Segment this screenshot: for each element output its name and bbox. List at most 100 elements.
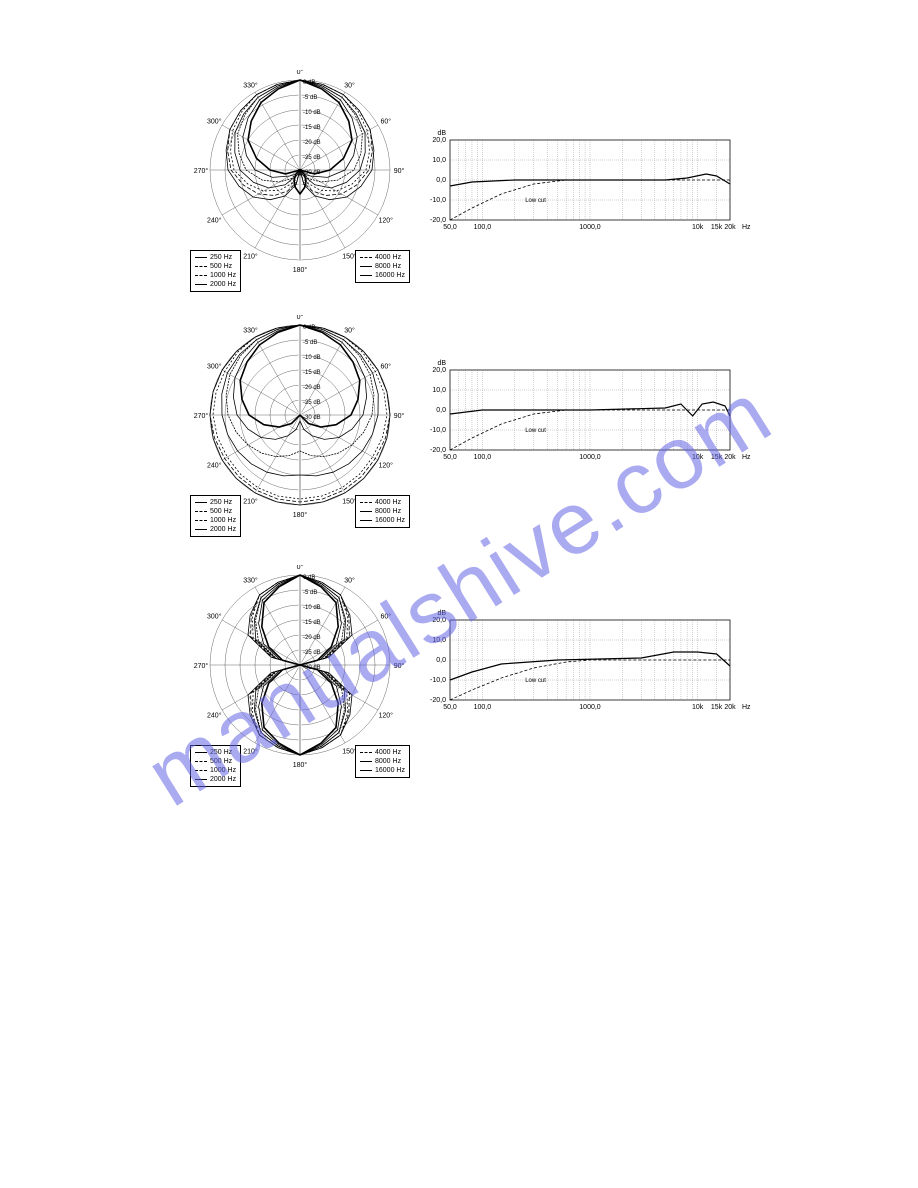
svg-text:100,0: 100,0 [474,454,492,461]
svg-text:Hz: Hz [742,704,751,711]
legend-left: 250 Hz500 Hz1000 Hz2000 Hz [190,250,241,292]
chart-svg: 0°30°60°90°120°150°180°210°240°270°300°3… [0,565,918,795]
svg-text:20,0: 20,0 [432,617,446,624]
legend-left: 250 Hz500 Hz1000 Hz2000 Hz [190,495,241,537]
svg-text:240°: 240° [207,217,222,225]
svg-text:60°: 60° [380,613,391,621]
legend-left: 250 Hz500 Hz1000 Hz2000 Hz [190,745,241,787]
svg-text:100,0: 100,0 [474,704,492,711]
svg-text:60°: 60° [380,118,391,126]
svg-text:210°: 210° [243,498,258,506]
svg-text:-10,0: -10,0 [430,677,446,684]
svg-text:15k: 15k [711,224,723,231]
svg-text:-20 dB: -20 dB [303,385,321,391]
svg-text:15k: 15k [711,454,723,461]
legend-right: 4000 Hz8000 Hz16000 Hz [355,250,410,283]
svg-text:50,0: 50,0 [443,454,457,461]
svg-text:50,0: 50,0 [443,704,457,711]
svg-text:10,0: 10,0 [432,387,446,394]
chart-svg: 0°30°60°90°120°150°180°210°240°270°300°3… [0,70,918,300]
svg-text:210°: 210° [243,253,258,261]
section-s3: 0°30°60°90°120°150°180°210°240°270°300°3… [0,565,918,795]
svg-text:20k: 20k [724,454,736,461]
page: { "watermark": "manualshive.com", "secti… [0,0,918,1188]
section-s2: 0°30°60°90°120°150°180°210°240°270°300°3… [0,315,918,545]
svg-text:15k: 15k [711,704,723,711]
svg-text:Hz: Hz [742,224,751,231]
svg-text:1000,0: 1000,0 [579,704,601,711]
svg-text:210°: 210° [243,748,258,756]
svg-text:10k: 10k [692,224,704,231]
svg-text:0°: 0° [297,315,304,321]
svg-text:-10 dB: -10 dB [303,355,321,361]
svg-text:0,0: 0,0 [436,407,446,414]
svg-text:10k: 10k [692,704,704,711]
svg-text:-20 dB: -20 dB [303,635,321,641]
svg-text:300°: 300° [207,613,222,621]
svg-text:dB: dB [437,360,446,367]
svg-text:0,0: 0,0 [436,657,446,664]
svg-text:330°: 330° [243,81,258,89]
svg-text:30°: 30° [344,576,355,584]
svg-text:20k: 20k [724,224,736,231]
svg-text:10,0: 10,0 [432,157,446,164]
svg-text:270°: 270° [194,662,209,670]
svg-text:-10 dB: -10 dB [303,605,321,611]
svg-text:Low cut: Low cut [525,198,546,204]
svg-text:180°: 180° [293,761,308,769]
svg-text:300°: 300° [207,118,222,126]
svg-text:-20,0: -20,0 [430,697,446,704]
svg-text:-15 dB: -15 dB [303,620,321,626]
svg-text:50,0: 50,0 [443,224,457,231]
svg-text:-10,0: -10,0 [430,427,446,434]
svg-text:270°: 270° [194,412,209,420]
svg-text:-5 dB: -5 dB [303,95,317,101]
svg-text:0,0: 0,0 [436,177,446,184]
svg-text:100,0: 100,0 [474,224,492,231]
svg-text:90°: 90° [394,167,405,175]
svg-text:120°: 120° [378,462,393,470]
svg-text:20,0: 20,0 [432,367,446,374]
svg-text:-10,0: -10,0 [430,197,446,204]
svg-text:10,0: 10,0 [432,637,446,644]
svg-text:240°: 240° [207,712,222,720]
svg-text:-10 dB: -10 dB [303,110,321,116]
svg-text:Low cut: Low cut [525,678,546,684]
legend-right: 4000 Hz8000 Hz16000 Hz [355,495,410,528]
svg-text:0°: 0° [297,70,304,76]
svg-text:20k: 20k [724,704,736,711]
svg-text:-5 dB: -5 dB [303,340,317,346]
svg-text:120°: 120° [378,712,393,720]
svg-text:300°: 300° [207,363,222,371]
svg-text:0°: 0° [297,565,304,571]
svg-text:90°: 90° [394,662,405,670]
svg-text:-25 dB: -25 dB [303,650,321,656]
svg-text:dB: dB [437,130,446,137]
legend-right: 4000 Hz8000 Hz16000 Hz [355,745,410,778]
svg-text:180°: 180° [293,266,308,274]
svg-text:1000,0: 1000,0 [579,224,601,231]
svg-text:120°: 120° [378,217,393,225]
svg-text:dB: dB [437,610,446,617]
svg-text:240°: 240° [207,462,222,470]
svg-text:30°: 30° [344,326,355,334]
svg-text:-20,0: -20,0 [430,217,446,224]
svg-text:-20 dB: -20 dB [303,140,321,146]
svg-text:Hz: Hz [742,454,751,461]
svg-text:Low cut: Low cut [525,428,546,434]
svg-text:90°: 90° [394,412,405,420]
svg-text:30°: 30° [344,81,355,89]
svg-text:180°: 180° [293,511,308,519]
svg-text:330°: 330° [243,576,258,584]
svg-text:330°: 330° [243,326,258,334]
svg-text:-25 dB: -25 dB [303,400,321,406]
svg-text:1000,0: 1000,0 [579,454,601,461]
svg-text:-15 dB: -15 dB [303,370,321,376]
svg-text:-25 dB: -25 dB [303,155,321,161]
svg-text:270°: 270° [194,167,209,175]
svg-text:-5 dB: -5 dB [303,590,317,596]
svg-text:-15 dB: -15 dB [303,125,321,131]
svg-text:-20,0: -20,0 [430,447,446,454]
svg-text:60°: 60° [380,363,391,371]
section-s1: 0°30°60°90°120°150°180°210°240°270°300°3… [0,70,918,300]
